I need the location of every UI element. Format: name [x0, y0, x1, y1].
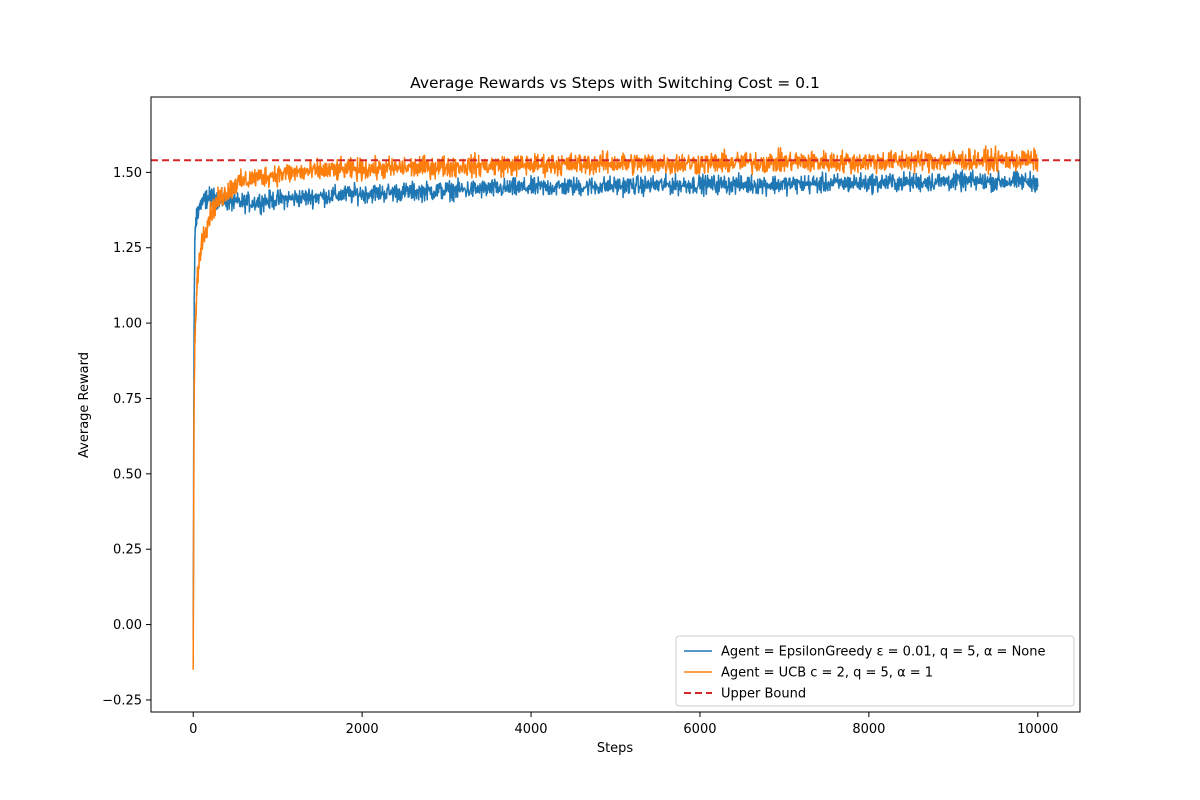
legend-label: Agent = UCB c = 2, q = 5, α = 1 — [721, 666, 933, 681]
legend-label: Agent = EpsilonGreedy ε = 0.01, q = 5, α… — [721, 645, 1045, 660]
x-tick-label: 6000 — [683, 722, 716, 737]
plot-area-frame — [150, 96, 1081, 713]
x-axis: 0 2000 4000 6000 8000 10000 — [189, 712, 1058, 737]
y-tick-label: 1.50 — [113, 166, 142, 181]
y-axis: −0.25 0.00 0.25 0.50 0.75 1.00 1.25 1.50 — [102, 166, 151, 708]
y-tick-label: 0.50 — [113, 467, 142, 482]
x-tick-label: 10000 — [1017, 722, 1058, 737]
y-tick-label: 1.00 — [113, 317, 142, 332]
y-tick-label: 0.25 — [113, 543, 142, 558]
x-tick-label: 4000 — [514, 722, 547, 737]
series-line-1 — [192, 169, 1039, 639]
x-tick-label: 2000 — [346, 722, 379, 737]
y-tick-label: −0.25 — [102, 693, 142, 708]
y-tick-label: 0.75 — [113, 392, 142, 407]
y-tick-label: 1.25 — [113, 241, 142, 256]
chart-title: Average Rewards vs Steps with Switching … — [410, 74, 820, 92]
legend-label: Upper Bound — [721, 687, 806, 702]
series-layer — [151, 145, 1080, 670]
y-tick-label: 0.00 — [113, 618, 142, 633]
x-axis-label: Steps — [597, 741, 634, 756]
x-tick-label: 8000 — [852, 722, 885, 737]
legend-box — [675, 635, 1075, 707]
legend: Agent = EpsilonGreedy ε = 0.01, q = 5, α… — [675, 635, 1075, 707]
y-axis-label: Average Reward — [77, 352, 92, 458]
x-tick-label: 0 — [189, 722, 197, 737]
